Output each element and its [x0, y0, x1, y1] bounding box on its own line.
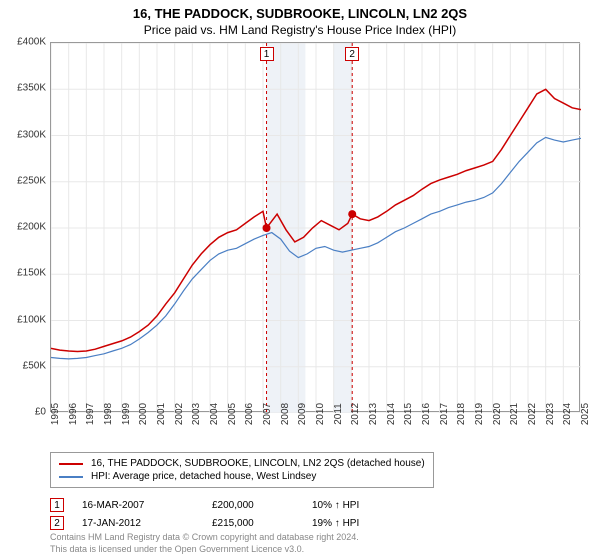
event-marker-badge: 2: [345, 47, 359, 61]
x-axis-tick: 2005: [227, 403, 238, 425]
x-axis-tick: 2021: [509, 403, 520, 425]
x-axis-tick: 1998: [103, 403, 114, 425]
event-price: £215,000: [212, 518, 312, 529]
x-axis-tick: 2003: [191, 403, 202, 425]
x-axis-tick: 2007: [262, 403, 273, 425]
x-axis-tick: 2014: [386, 403, 397, 425]
x-axis-tick: 2013: [368, 403, 379, 425]
x-axis-tick: 2002: [174, 403, 185, 425]
y-axis-tick: £300K: [17, 129, 46, 140]
x-axis-tick: 2023: [545, 403, 556, 425]
event-badge: 2: [50, 516, 64, 530]
x-axis-tick: 2019: [474, 403, 485, 425]
event-date: 16-MAR-2007: [82, 500, 212, 511]
event-pct: 10% ↑ HPI: [312, 500, 392, 511]
legend-swatch: [59, 463, 83, 465]
legend-swatch: [59, 476, 83, 478]
x-axis-tick: 2009: [297, 403, 308, 425]
event-pct: 19% ↑ HPI: [312, 518, 392, 529]
x-axis-tick: 1999: [121, 403, 132, 425]
x-axis-tick: 2000: [138, 403, 149, 425]
event-badge: 1: [50, 498, 64, 512]
x-axis-tick: 2024: [562, 403, 573, 425]
x-axis-tick: 2008: [280, 403, 291, 425]
legend-item: 16, THE PADDOCK, SUDBROOKE, LINCOLN, LN2…: [59, 457, 425, 470]
legend-label: 16, THE PADDOCK, SUDBROOKE, LINCOLN, LN2…: [91, 458, 425, 469]
y-axis-tick: £350K: [17, 83, 46, 94]
x-axis-tick: 2016: [421, 403, 432, 425]
y-axis-tick: £200K: [17, 222, 46, 233]
chart-title: 16, THE PADDOCK, SUDBROOKE, LINCOLN, LN2…: [0, 0, 600, 21]
chart-plot-area: 12: [50, 42, 580, 412]
x-axis-tick: 1995: [50, 403, 61, 425]
y-axis-tick: £50K: [23, 360, 46, 371]
x-axis-tick: 2001: [156, 403, 167, 425]
attribution-line-2: This data is licensed under the Open Gov…: [50, 544, 359, 556]
x-axis-tick: 2025: [580, 403, 591, 425]
y-axis-tick: £250K: [17, 175, 46, 186]
event-price: £200,000: [212, 500, 312, 511]
chart-subtitle: Price paid vs. HM Land Registry's House …: [0, 21, 600, 41]
y-axis-tick: £150K: [17, 268, 46, 279]
y-axis-tick: £100K: [17, 314, 46, 325]
x-axis-tick: 2015: [403, 403, 414, 425]
events-table: 1 16-MAR-2007£200,00010% ↑ HPI 2 17-JAN-201…: [50, 496, 392, 532]
event-row: 1 16-MAR-2007£200,00010% ↑ HPI: [50, 496, 392, 514]
legend-label: HPI: Average price, detached house, West…: [91, 471, 316, 482]
x-axis-tick: 1996: [68, 403, 79, 425]
attribution: Contains HM Land Registry data © Crown c…: [50, 532, 359, 555]
event-row: 2 17-JAN-2012£215,00019% ↑ HPI: [50, 514, 392, 532]
x-axis-tick: 2012: [350, 403, 361, 425]
y-axis-tick: £0: [35, 407, 46, 418]
attribution-line-1: Contains HM Land Registry data © Crown c…: [50, 532, 359, 544]
chart-svg: [51, 43, 581, 413]
legend-item: HPI: Average price, detached house, West…: [59, 470, 425, 483]
event-marker-badge: 1: [260, 47, 274, 61]
legend-box: 16, THE PADDOCK, SUDBROOKE, LINCOLN, LN2…: [50, 452, 434, 488]
x-axis-tick: 1997: [85, 403, 96, 425]
event-date: 17-JAN-2012: [82, 518, 212, 529]
x-axis-tick: 2004: [209, 403, 220, 425]
x-axis-tick: 2017: [439, 403, 450, 425]
x-axis-tick: 2020: [492, 403, 503, 425]
x-axis-tick: 2006: [244, 403, 255, 425]
y-axis-tick: £400K: [17, 37, 46, 48]
x-axis-tick: 2018: [456, 403, 467, 425]
x-axis-tick: 2022: [527, 403, 538, 425]
x-axis-tick: 2010: [315, 403, 326, 425]
x-axis-tick: 2011: [333, 403, 344, 425]
